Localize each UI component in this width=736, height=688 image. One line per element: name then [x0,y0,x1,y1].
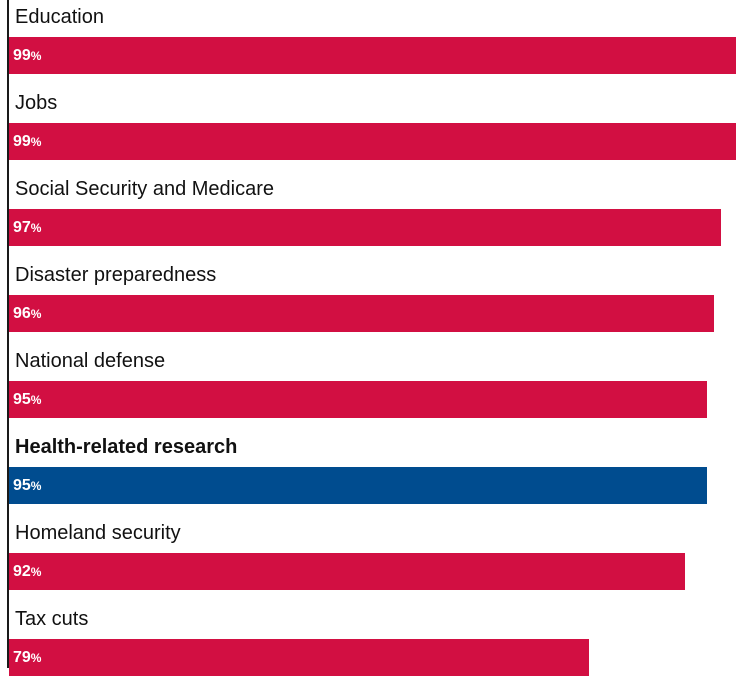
value-label-tax-cuts: 79% [13,649,42,666]
category-label-tax-cuts: Tax cuts [15,608,89,630]
bar-disaster-preparedness [9,295,714,332]
bar-jobs [9,123,736,160]
value-label-health-related-research: 95% [13,477,42,494]
category-label-health-related-research: Health-related research [15,436,238,458]
category-label-disaster-preparedness: Disaster preparedness [15,264,217,286]
bar-social-security-and-medicare [9,209,722,246]
bar-row-education: Education 99% [9,0,736,86]
value-label-disaster-preparedness: 96% [13,305,42,322]
value-label-jobs: 99% [13,133,42,150]
bar-row-tax-cuts: Tax cuts 79% [9,602,736,688]
category-label-education: Education [15,6,104,28]
bar-health-related-research [9,467,707,504]
bar-education [9,37,736,74]
value-label-education: 99% [13,47,42,64]
bar-homeland-security [9,553,685,590]
bar-row-homeland-security: Homeland security 92% [9,516,736,602]
category-label-national-defense: National defense [15,350,166,372]
bar-row-social-security-and-medicare: Social Security and Medicare 97% [9,172,736,258]
value-label-homeland-security: 92% [13,563,42,580]
bar-row-jobs: Jobs 99% [9,86,736,172]
value-label-national-defense: 95% [13,391,42,408]
category-label-homeland-security: Homeland security [15,522,181,544]
y-axis-line [7,0,9,668]
bar-tax-cuts [9,639,590,676]
category-label-jobs: Jobs [15,92,58,114]
bar-national-defense [9,381,707,418]
bar-row-disaster-preparedness: Disaster preparedness 96% [9,258,736,344]
bar-row-health-related-research: Health-related research 95% [9,430,736,516]
category-label-social-security-and-medicare: Social Security and Medicare [15,178,275,200]
value-label-social-security-and-medicare: 97% [13,219,42,236]
bar-row-national-defense: National defense 95% [9,344,736,430]
